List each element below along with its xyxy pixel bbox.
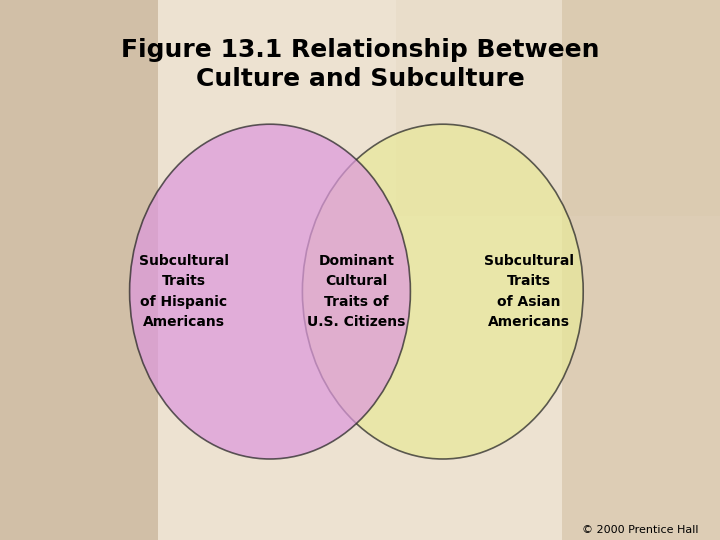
Bar [158,0,562,540]
Ellipse shape [302,124,583,459]
Bar [562,0,720,540]
Text: © 2000 Prentice Hall: © 2000 Prentice Hall [582,524,698,535]
Text: Dominant
Cultural
Traits of
U.S. Citizens: Dominant Cultural Traits of U.S. Citizen… [307,254,405,329]
Bar [0,0,158,540]
Bar [396,0,720,216]
Text: Subcultural
Traits
of Asian
Americans: Subcultural Traits of Asian Americans [485,254,575,329]
Ellipse shape [130,124,410,459]
Text: Figure 13.1 Relationship Between
Culture and Subculture: Figure 13.1 Relationship Between Culture… [121,38,599,91]
Text: Subcultural
Traits
of Hispanic
Americans: Subcultural Traits of Hispanic Americans [138,254,229,329]
